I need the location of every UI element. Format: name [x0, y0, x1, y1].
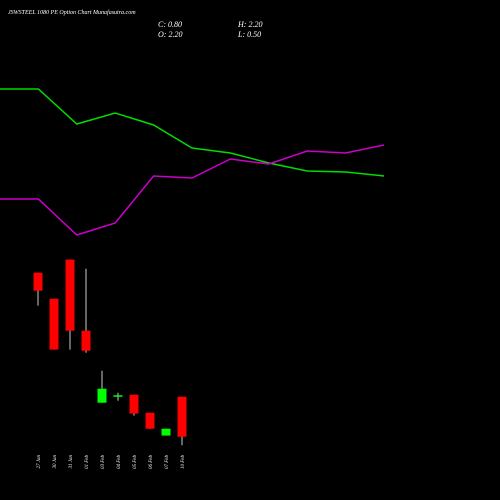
- x-tick-label: 01 Feb: [85, 455, 90, 470]
- candle-body: [97, 388, 107, 403]
- candle-body: [81, 330, 91, 351]
- candle-body: [33, 272, 43, 291]
- candle-body: [129, 394, 139, 414]
- x-tick-label: 31 Jan: [69, 455, 74, 469]
- open-info: O: 2.20: [158, 30, 182, 39]
- indicator-line: [0, 88, 385, 177]
- x-tick-label: 05 Feb: [133, 455, 138, 470]
- x-tick-label: 06 Feb: [149, 455, 154, 470]
- candle-body: [145, 412, 155, 429]
- x-tick-label: 07 Feb: [165, 455, 170, 470]
- candle-body: [161, 428, 171, 436]
- candle-body: [65, 259, 75, 331]
- low-info: L: 0.50: [237, 30, 261, 39]
- x-tick-label: 03 Feb: [101, 455, 106, 470]
- high-info: H: 2.20: [237, 20, 262, 29]
- x-tick-label: 30 Jan: [53, 455, 58, 469]
- indicator-line: [0, 144, 385, 236]
- candle-body: [177, 396, 187, 437]
- x-tick-label: 10 Feb: [181, 455, 186, 470]
- chart-title: JSWSTEEL 1080 PE Option Chart Munafasutr…: [8, 9, 136, 16]
- candle-body: [49, 298, 59, 350]
- x-tick-label: 04 Feb: [117, 455, 122, 470]
- x-tick-label: 27 Jan: [37, 455, 42, 469]
- candle-body: [113, 395, 123, 397]
- close-info: C: 0.80: [158, 20, 182, 29]
